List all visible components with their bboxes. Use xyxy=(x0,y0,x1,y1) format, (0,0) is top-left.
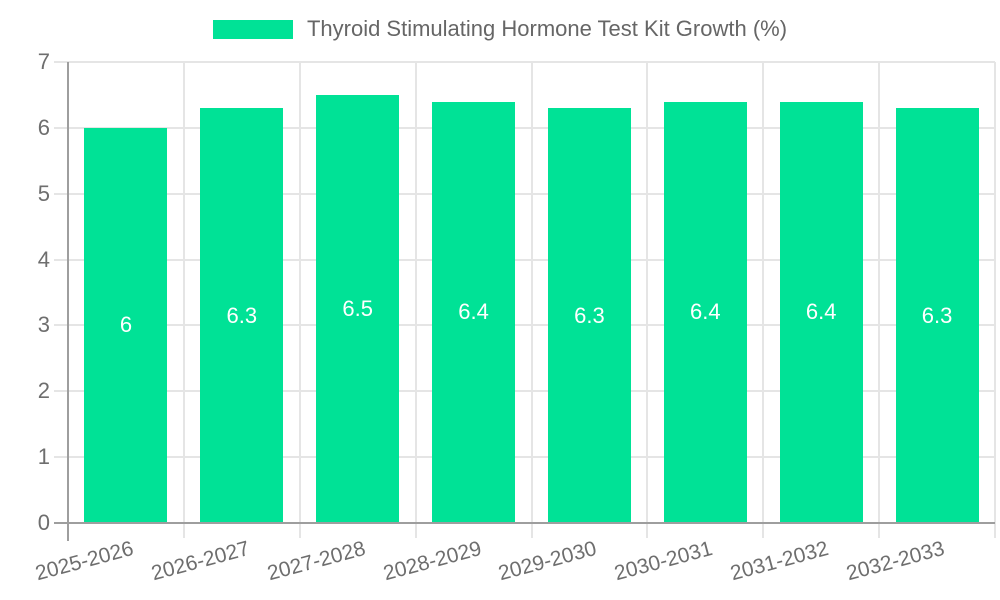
y-axis-tick-label: 3 xyxy=(37,312,50,338)
bar[interactable] xyxy=(547,108,631,523)
bar[interactable] xyxy=(316,94,400,523)
y-axis-tick-label: 4 xyxy=(37,246,50,272)
y-gridline xyxy=(54,192,995,195)
x-gridline xyxy=(414,62,417,538)
bar[interactable] xyxy=(779,101,863,523)
bar-value-label: 6.4 xyxy=(690,299,721,325)
x-gridline xyxy=(878,62,881,538)
bar-value-label: 6.5 xyxy=(342,295,373,321)
legend-label: Thyroid Stimulating Hormone Test Kit Gro… xyxy=(306,16,788,41)
y-gridline xyxy=(54,324,995,327)
legend-swatch xyxy=(212,19,293,39)
y-axis-tick-label: 5 xyxy=(37,180,50,206)
x-gridline xyxy=(182,62,185,538)
bar[interactable] xyxy=(432,101,516,523)
y-axis-tick-label: 7 xyxy=(37,49,50,74)
bar[interactable] xyxy=(84,127,168,523)
bar-value-label: 6.3 xyxy=(574,302,605,328)
y-axis-tick-label: 1 xyxy=(37,444,50,470)
y-axis-line xyxy=(67,62,69,541)
bar-value-label: 6.4 xyxy=(458,299,489,325)
bar-value-label: 6 xyxy=(119,312,133,338)
bar[interactable] xyxy=(663,101,747,523)
bar-value-label: 6.3 xyxy=(226,302,258,328)
bar[interactable] xyxy=(895,108,979,523)
y-axis-tick-label: 6 xyxy=(37,114,50,140)
y-gridline xyxy=(54,456,995,459)
x-axis-line xyxy=(54,522,995,524)
bar-value-label: 6.4 xyxy=(805,299,837,325)
y-gridline xyxy=(54,258,995,261)
y-axis-tick-label: 2 xyxy=(37,378,50,404)
x-gridline xyxy=(530,62,533,538)
chart-legend[interactable]: Thyroid Stimulating Hormone Test Kit Gro… xyxy=(0,16,1000,42)
x-gridline xyxy=(646,62,649,538)
x-gridline xyxy=(298,62,301,538)
bar-value-label: 6.3 xyxy=(921,302,953,328)
y-axis-tick-label: 0 xyxy=(37,510,50,535)
y-gridline xyxy=(54,61,995,63)
bar[interactable] xyxy=(200,108,284,523)
y-gridline xyxy=(54,126,995,129)
x-gridline xyxy=(994,62,996,538)
y-gridline xyxy=(54,390,995,393)
x-gridline xyxy=(762,62,765,538)
